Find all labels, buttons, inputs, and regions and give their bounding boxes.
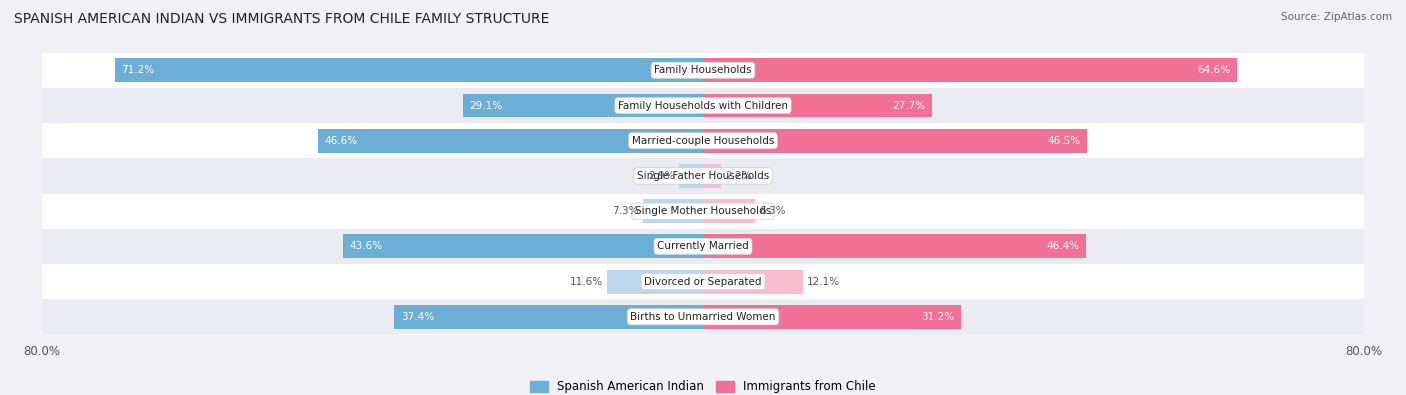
Bar [42, 229, 1364, 264]
Text: 11.6%: 11.6% [569, 276, 603, 287]
Bar [394, 305, 703, 329]
Text: Single Father Households: Single Father Households [637, 171, 769, 181]
Bar [703, 164, 721, 188]
Text: 46.4%: 46.4% [1046, 241, 1080, 251]
Bar [343, 234, 703, 258]
Text: 46.5%: 46.5% [1047, 136, 1080, 146]
Text: Births to Unmarried Women: Births to Unmarried Women [630, 312, 776, 322]
Bar [42, 123, 1364, 158]
Bar [607, 270, 703, 293]
Text: Married-couple Households: Married-couple Households [631, 136, 775, 146]
Bar [42, 53, 1364, 88]
Text: Divorced or Separated: Divorced or Separated [644, 276, 762, 287]
Bar [318, 129, 703, 153]
Text: Source: ZipAtlas.com: Source: ZipAtlas.com [1281, 12, 1392, 22]
Bar [703, 305, 960, 329]
Text: Single Mother Households: Single Mother Households [636, 206, 770, 216]
Bar [679, 164, 703, 188]
Legend: Spanish American Indian, Immigrants from Chile: Spanish American Indian, Immigrants from… [526, 376, 880, 395]
Text: 7.3%: 7.3% [612, 206, 638, 216]
Bar [643, 199, 703, 223]
Bar [115, 58, 703, 82]
Bar [42, 88, 1364, 123]
Bar [42, 299, 1364, 335]
Text: 43.6%: 43.6% [350, 241, 382, 251]
Text: 64.6%: 64.6% [1197, 65, 1230, 75]
Text: Family Households: Family Households [654, 65, 752, 75]
Text: 31.2%: 31.2% [921, 312, 955, 322]
Text: 2.2%: 2.2% [725, 171, 752, 181]
Bar [703, 234, 1087, 258]
Bar [42, 158, 1364, 194]
Text: 29.1%: 29.1% [470, 100, 502, 111]
Text: 6.3%: 6.3% [759, 206, 786, 216]
Text: Currently Married: Currently Married [657, 241, 749, 251]
Text: Family Households with Children: Family Households with Children [619, 100, 787, 111]
Bar [703, 58, 1237, 82]
Text: SPANISH AMERICAN INDIAN VS IMMIGRANTS FROM CHILE FAMILY STRUCTURE: SPANISH AMERICAN INDIAN VS IMMIGRANTS FR… [14, 12, 550, 26]
Text: 12.1%: 12.1% [807, 276, 841, 287]
Text: 27.7%: 27.7% [891, 100, 925, 111]
Bar [703, 129, 1087, 153]
Bar [42, 194, 1364, 229]
Bar [703, 94, 932, 117]
Bar [42, 264, 1364, 299]
Text: 71.2%: 71.2% [121, 65, 155, 75]
Bar [463, 94, 703, 117]
Bar [703, 199, 755, 223]
Bar [703, 270, 803, 293]
Text: 46.6%: 46.6% [325, 136, 357, 146]
Text: 37.4%: 37.4% [401, 312, 434, 322]
Text: 2.9%: 2.9% [648, 171, 675, 181]
